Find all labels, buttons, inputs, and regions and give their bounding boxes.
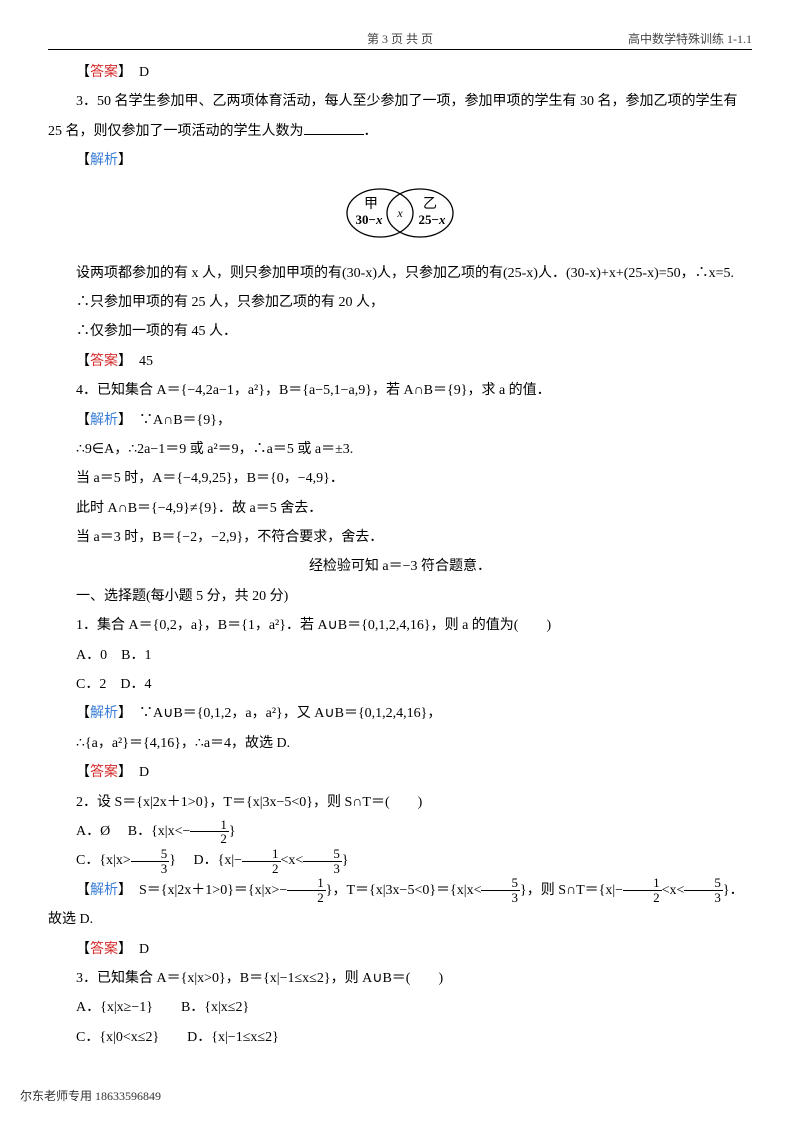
- mcq3-optD: D．{x|−1≤x≤2}: [187, 1030, 279, 1045]
- answer-label: 答案: [90, 942, 118, 957]
- frac-5-3-an1: 53: [481, 876, 520, 904]
- q4-stem: 4．已知集合 A＝{−4,2a−1，a²}，B＝{a−5,1−a,9}，若 A∩…: [48, 376, 752, 405]
- mcq2-optB-pre: B．{x|x<−: [128, 824, 191, 839]
- analysis-label: 解析: [90, 153, 118, 168]
- q3-suffix: ．: [364, 124, 378, 139]
- mcq2-an-p1: S＝{x|2x＋1>0}＝{x|x>−: [139, 883, 287, 898]
- mcq2-optB-suf: }: [229, 824, 236, 839]
- answer-label: 答案: [90, 354, 118, 369]
- q3-analysis-label: 【解析】: [48, 146, 752, 175]
- mcq1-optC: C．2: [76, 677, 106, 692]
- frac-1-2-an1: 12: [287, 876, 326, 904]
- mcq2-optD-suf: }: [342, 853, 349, 868]
- mcq2-answer-value: D: [139, 942, 149, 957]
- bracket-close: 】: [118, 65, 125, 80]
- q4-center: 经检验可知 a＝−3 符合题意．: [48, 552, 752, 581]
- header-title: 高中数学特殊训练 1-1.1: [572, 30, 752, 47]
- fill-blank: [304, 121, 364, 135]
- q4-lead-text: ∵A∩B＝{9}，: [139, 413, 231, 428]
- q4-line-2: 当 a＝5 时，A＝{−4,9,25}，B＝{0，−4,9}．: [48, 464, 752, 493]
- venn-diagram: 甲 30−x 乙 25−x x: [48, 182, 752, 249]
- q3-stem-text: 3．50 名学生参加甲、乙两项体育活动，每人至少参加了一项，参加甲项的学生有 3…: [48, 94, 738, 138]
- q4-line-3: 此时 A∩B＝{−4,9}≠{9}．故 a＝5 舍去．: [48, 494, 752, 523]
- frac-1-2-d: 12: [242, 847, 281, 875]
- answer-label: 答案: [90, 765, 118, 780]
- mcq2-optD-pre: D．{x|−: [194, 853, 243, 868]
- venn-right-top: 乙: [423, 196, 437, 212]
- page-footer: 尔东老师专用 18633596849: [20, 1087, 161, 1104]
- analysis-label: 解析: [90, 883, 118, 898]
- answer-label: 答案: [90, 65, 118, 80]
- q4-line-4: 当 a＝3 时，B＝{−2，−2,9}，不符合要求，舍去．: [48, 523, 752, 552]
- mcq1-answer: 【答案】 D: [48, 758, 752, 787]
- mcq3-optA: A．{x|x≥−1}: [76, 1000, 153, 1015]
- venn-left-top: 甲: [364, 197, 378, 212]
- mcq2-optC-pre: C．{x|x>: [76, 853, 131, 868]
- frac-1-2-an2: 12: [623, 876, 662, 904]
- venn-right-bottom: 25−x: [419, 212, 446, 227]
- frac-5-3-c: 53: [131, 847, 170, 875]
- analysis-label: 解析: [90, 413, 118, 428]
- venn-svg: 甲 30−x 乙 25−x x: [325, 182, 475, 244]
- mcq1-optCD: C．2 D．4: [48, 670, 752, 699]
- page-header: 第 3 页 共 页 高中数学特殊训练 1-1.1: [48, 30, 752, 50]
- bracket-open: 【: [76, 65, 90, 80]
- q4-line-1: ∴9∈A，∴2a−1＝9 或 a²＝9，∴a＝5 或 a＝±3.: [48, 435, 752, 464]
- venn-center: x: [396, 206, 403, 220]
- frac-5-3-an2: 53: [684, 876, 723, 904]
- mcq2-optC-suf: }: [169, 853, 176, 868]
- mcq3-optAB: A．{x|x≥−1} B．{x|x≤2}: [48, 993, 752, 1022]
- q3-analysis-2: ∴只参加甲项的有 25 人，只参加乙项的有 20 人，: [48, 288, 752, 317]
- section1-heading: 一、选择题(每小题 5 分，共 20 分): [48, 582, 752, 611]
- q3-analysis-3: ∴仅参加一项的有 45 人．: [48, 317, 752, 346]
- mcq1-optAB: A．0 B．1: [48, 641, 752, 670]
- mcq3-optCD: C．{x|0<x≤2} D．{x|−1≤x≤2}: [48, 1023, 752, 1052]
- mcq1-optA: A．0: [76, 648, 107, 663]
- mcq2-optA: A．Ø: [76, 824, 110, 839]
- mcq3-optB: B．{x|x≤2}: [181, 1000, 249, 1015]
- mcq2-an-p3: }，则 S∩T＝{x|−: [520, 883, 623, 898]
- q3-stem: 3．50 名学生参加甲、乙两项体育活动，每人至少参加了一项，参加甲项的学生有 3…: [48, 87, 752, 146]
- mcq1-analysis: 【解析】 ∵A∪B＝{0,1,2，a，a²}，又 A∪B＝{0,1,2,4,16…: [48, 699, 752, 728]
- mcq1-analysis-text: ∵A∪B＝{0,1,2，a，a²}，又 A∪B＝{0,1,2,4,16}，: [139, 706, 441, 721]
- mcq2-optCD: C．{x|x>53} D．{x|−12<x<53}: [48, 846, 752, 875]
- mcq2-answer: 【答案】 D: [48, 935, 752, 964]
- mcq2-optD-mid: <x<: [281, 853, 304, 868]
- mcq2-an-p4: <x<: [662, 883, 685, 898]
- q3-answer-line: 【答案】 45: [48, 347, 752, 376]
- mcq1-optD: D．4: [120, 677, 151, 692]
- mcq2-an-p2: }，T＝{x|3x−5<0}＝{x|x<: [326, 883, 482, 898]
- q3-analysis-1: 设两项都参加的有 x 人，则只参加甲项的有(30-x)人，只参加乙项的有(25-…: [48, 259, 752, 288]
- mcq3-stem: 3．已知集合 A＝{x|x>0}，B＝{x|−1≤x≤2}，则 A∪B＝( ): [48, 964, 752, 993]
- mcq2-analysis: 【解析】 S＝{x|2x＋1>0}＝{x|x>−12}，T＝{x|3x−5<0}…: [48, 876, 752, 935]
- mcq1-optB: B．1: [121, 648, 151, 663]
- mcq1-analysis-2: ∴{a，a²}＝{4,16}，∴a＝4，故选 D.: [48, 729, 752, 758]
- q4-analysis-lead: 【解析】 ∵A∩B＝{9}，: [48, 406, 752, 435]
- mcq2-stem: 2．设 S＝{x|2x＋1>0}，T＝{x|3x−5<0}，则 S∩T＝( ): [48, 788, 752, 817]
- top-answer-line: 【答案】 D: [48, 58, 752, 87]
- mcq2-optAB: A．Ø B．{x|x<−12}: [48, 817, 752, 846]
- frac-5-3-d: 53: [303, 847, 342, 875]
- venn-left-bottom: 30−x: [356, 212, 383, 227]
- mcq1-answer-value: D: [139, 765, 149, 780]
- mcq3-optC: C．{x|0<x≤2}: [76, 1030, 159, 1045]
- header-left-spacer: [48, 30, 228, 47]
- q3-answer-value: 45: [139, 354, 153, 369]
- frac-1-2: 12: [190, 818, 229, 846]
- mcq1-stem: 1．集合 A＝{0,2，a}，B＝{1，a²}．若 A∪B＝{0,1,2,4,1…: [48, 611, 752, 640]
- top-answer-value: D: [139, 65, 149, 80]
- header-page-num: 第 3 页 共 页: [228, 30, 572, 47]
- analysis-label: 解析: [90, 706, 118, 721]
